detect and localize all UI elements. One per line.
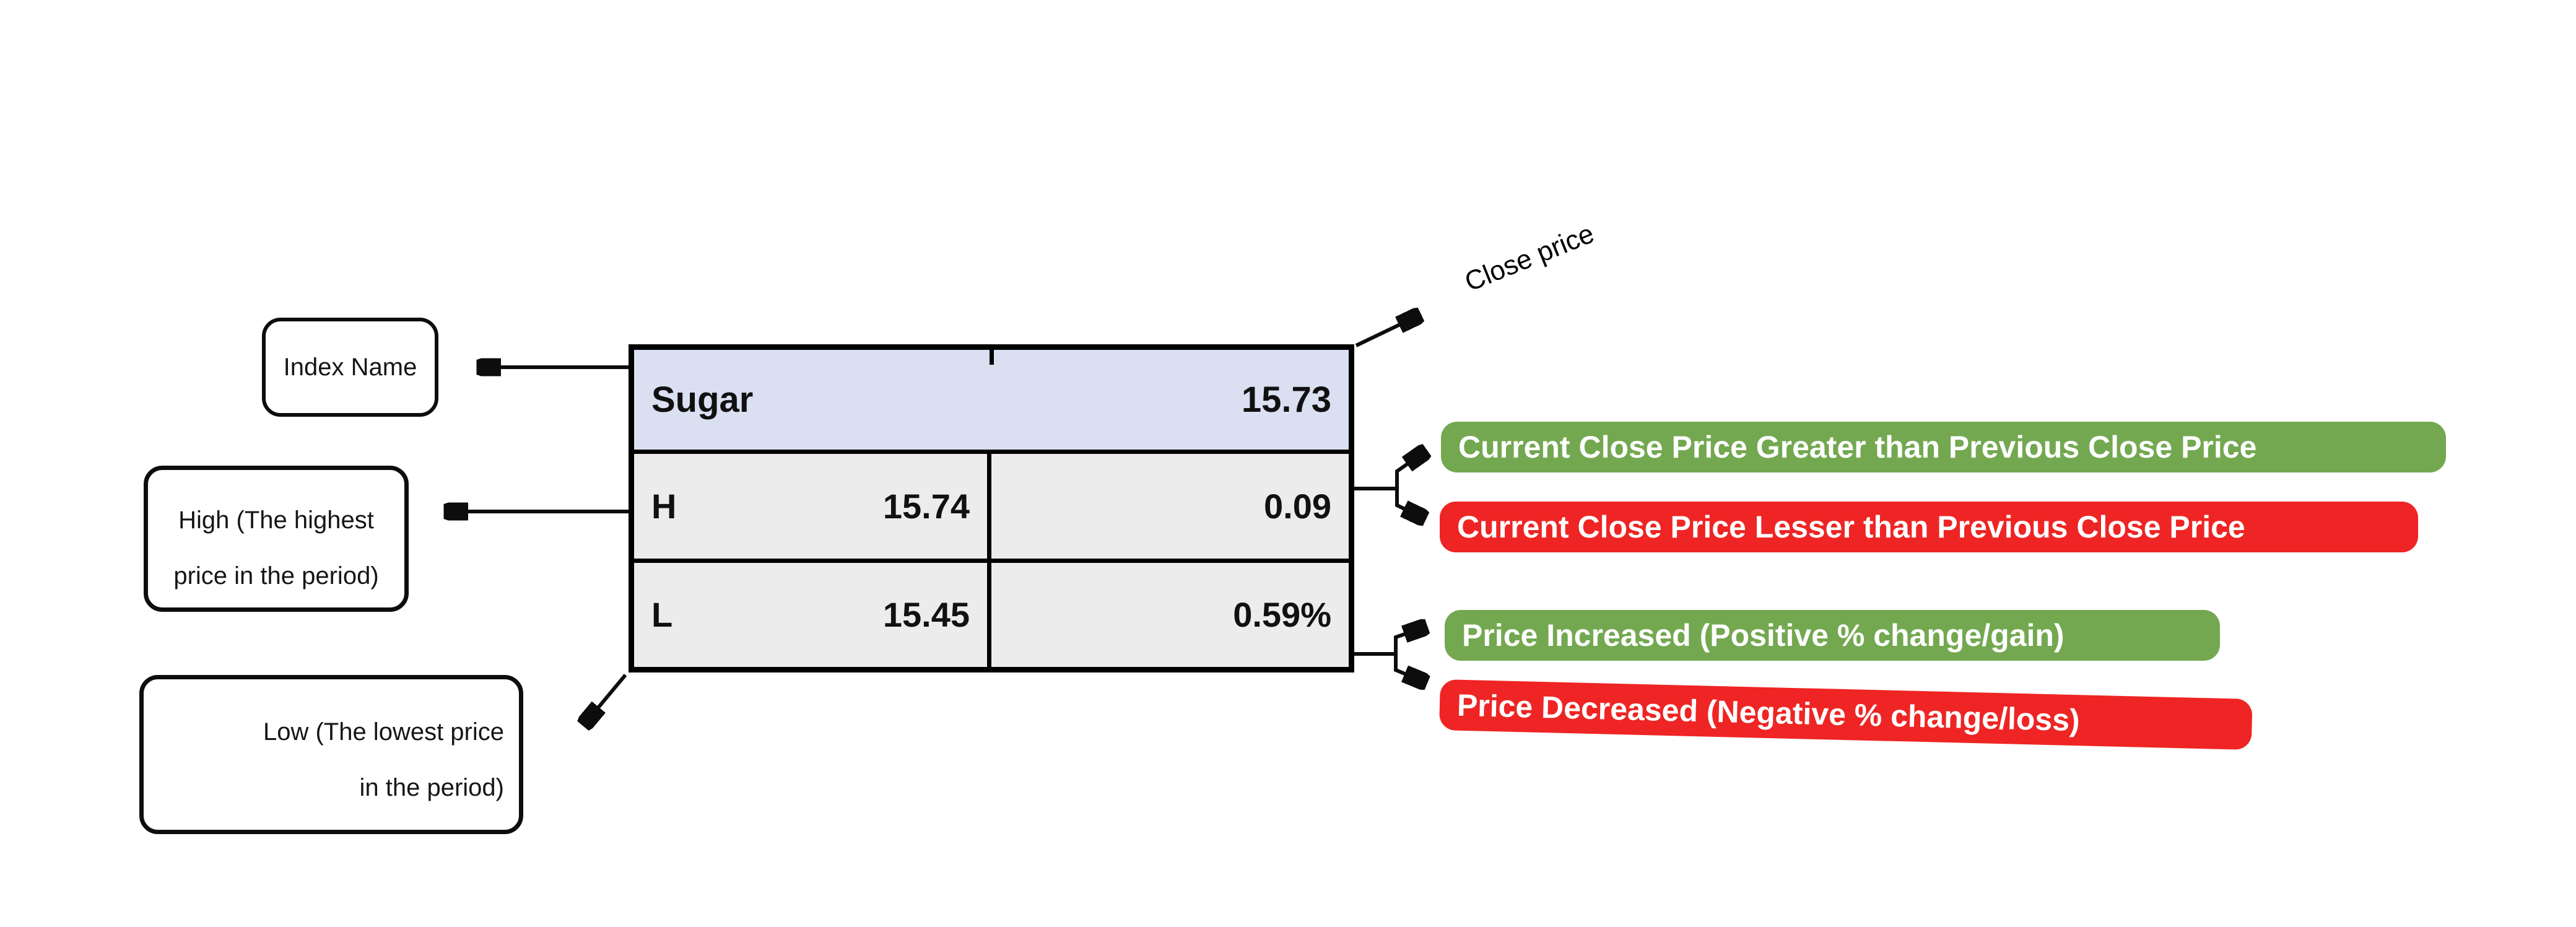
fork-percent-up — [1394, 627, 1424, 654]
fork-change-up — [1395, 452, 1424, 489]
row-low: L 15.45 0.59% — [634, 562, 1349, 668]
callout-high-line1: High (The highest — [178, 507, 374, 534]
low-label: L — [651, 595, 673, 635]
fork-percent-down — [1394, 654, 1424, 682]
callout-low-line2: in the period) — [359, 774, 504, 801]
low-value: 15.45 — [882, 595, 970, 635]
close-price-callout-label: Close price — [1460, 218, 1599, 298]
index-name-value: Sugar — [651, 380, 754, 420]
header-center-tick — [990, 350, 994, 365]
callout-low: Low (The lowest price in the period) — [139, 675, 523, 834]
fork-change-down — [1395, 489, 1423, 518]
callout-high-line2: price in the period) — [173, 562, 379, 590]
cell-change-percent: 0.59% — [991, 563, 1349, 668]
badge-price-decreased: Price Decreased (Negative % change/loss) — [1438, 679, 2253, 751]
callout-index-name-label: Index Name — [283, 353, 417, 381]
arrow-low — [585, 674, 627, 723]
change-percent-value: 0.59% — [1233, 595, 1331, 635]
callout-index-name: Index Name — [262, 318, 438, 417]
callout-low-line1: Low (The lowest price — [263, 718, 504, 746]
change-value: 0.09 — [1264, 486, 1331, 526]
price-widget: Sugar 15.73 H 15.74 0.09 L 15.45 0.59% — [629, 344, 1354, 672]
cell-low: L 15.45 — [634, 562, 991, 667]
callout-high: High (The highest price in the period) — [144, 466, 409, 612]
badge-price-increased: Price Increased (Positive % change/gain) — [1445, 610, 2220, 661]
arrow-close-price — [1355, 316, 1418, 347]
cell-high: H 15.74 — [634, 454, 991, 559]
close-price-value: 15.73 — [1241, 380, 1331, 420]
badge-close-greater: Current Close Price Greater than Previou… — [1441, 422, 2446, 472]
high-label: H — [651, 486, 677, 526]
cell-change: 0.09 — [991, 454, 1349, 559]
high-value: 15.74 — [882, 486, 970, 526]
widget-header: Sugar 15.73 — [634, 350, 1349, 454]
row-high: H 15.74 0.09 — [634, 454, 1349, 563]
badge-close-lesser: Current Close Price Lesser than Previous… — [1440, 502, 2418, 552]
